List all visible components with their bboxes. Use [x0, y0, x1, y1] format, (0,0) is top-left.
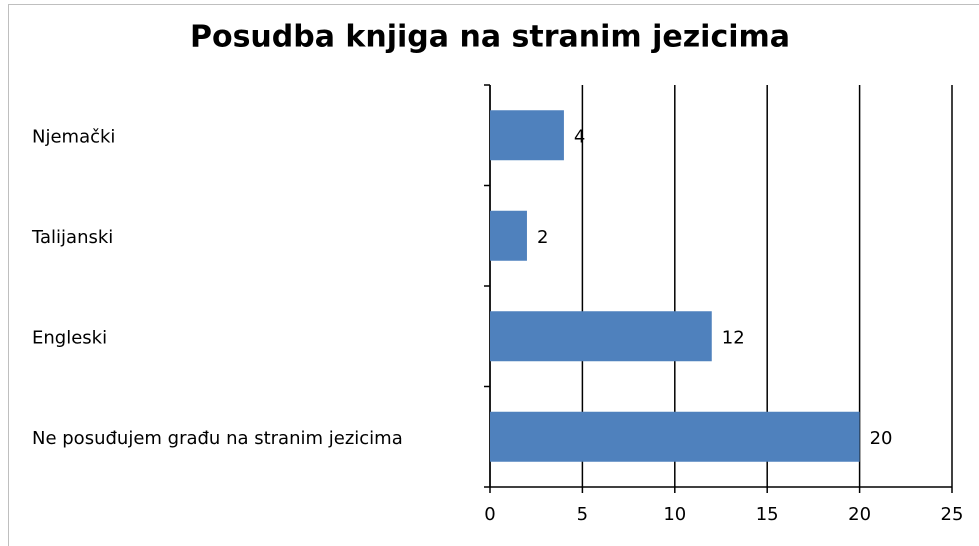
y-tick-label: Njemački [32, 126, 115, 147]
x-tick-label: 20 [848, 504, 871, 525]
bar [490, 210, 527, 261]
bar [490, 110, 564, 161]
x-tick-label: 0 [484, 504, 495, 525]
data-label: 2 [537, 227, 548, 248]
bar [490, 411, 860, 462]
chart-frame [8, 4, 979, 546]
x-tick-label: 10 [663, 504, 686, 525]
chart-title: Posudba knjiga na stranim jezicima [190, 20, 790, 55]
x-tick-label: 25 [941, 504, 964, 525]
y-tick-label: Talijanski [31, 227, 113, 248]
x-tick-label: 5 [577, 504, 588, 525]
x-tick-label: 15 [756, 504, 779, 525]
data-label: 4 [574, 126, 585, 147]
y-tick-label: Ne posuđujem građu na stranim jezicima [32, 428, 403, 449]
y-tick-label: Engleski [32, 327, 107, 348]
data-label: 20 [870, 428, 893, 449]
data-label: 12 [722, 327, 745, 348]
bar [490, 311, 712, 362]
